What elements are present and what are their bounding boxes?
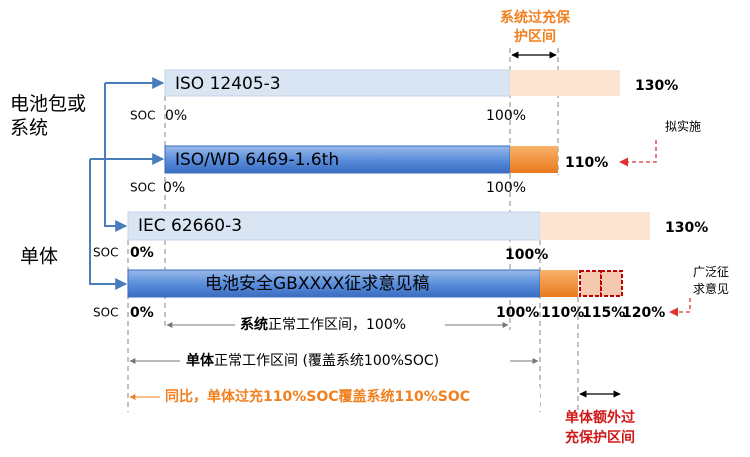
text-part: 正常工作区间 (覆盖系统100%SOC) <box>214 353 439 369</box>
bar-normal <box>127 211 541 241</box>
soc-tick: 115% <box>582 305 625 321</box>
connectors <box>89 77 165 290</box>
text-part: 单体 <box>186 352 215 369</box>
soc-label: SOC <box>130 109 155 123</box>
bar-name: ISO/WD 6469-1.6th <box>175 150 339 170</box>
soc-tick: 120% <box>622 305 665 321</box>
note-arrow <box>619 140 657 167</box>
soc-tick: 0% <box>130 305 154 321</box>
bottom-label: 单体额外过充保护区间 <box>565 409 635 446</box>
text-part: 系统 <box>240 316 268 333</box>
group-label: 单体 <box>20 246 58 268</box>
bar-extra <box>600 270 623 297</box>
soc-label: SOC <box>93 306 118 320</box>
label-bg <box>160 387 540 407</box>
top-label: 系统过充保护区间 <box>500 9 571 45</box>
soc-label: SOC <box>130 181 155 195</box>
soc-tick: 0% <box>165 108 187 124</box>
bar-end: 110% <box>565 155 608 171</box>
text-part: 充保护区间 <box>565 429 635 446</box>
bar-over <box>540 270 578 297</box>
bar-over <box>510 146 558 173</box>
bar-over <box>510 70 620 96</box>
text-part: 正常工作区间，100% <box>268 317 406 333</box>
text-part: 护区间 <box>514 28 556 45</box>
soc-tick: 0% <box>130 245 154 261</box>
bar-normal <box>164 145 511 174</box>
soc-tick: 100% <box>505 247 548 263</box>
soc-tick: 100% <box>496 305 539 321</box>
label-bg <box>180 351 510 371</box>
range-label: 系统正常工作区间，100% <box>240 316 406 333</box>
bar-end: 130% <box>665 220 708 236</box>
soc-label: SOC <box>93 246 118 260</box>
bar-name: ISO 12405-3 <box>175 74 281 94</box>
bar-name: 电池安全GBXXXX征求意见稿 <box>205 274 429 294</box>
bar-over <box>540 212 650 240</box>
soc-tick: 100% <box>486 180 526 196</box>
text-part: 电池包或 <box>10 93 86 115</box>
soc-tick: 0% <box>163 180 185 196</box>
note-arrow <box>669 298 691 317</box>
bar-extra <box>579 270 602 297</box>
text-part: 单体额外过 <box>565 409 635 426</box>
bar-end: 130% <box>635 78 678 94</box>
soc-tick: 110% <box>541 305 584 321</box>
text-part: 求意见 <box>693 281 729 296</box>
text-part: 系统过充保 <box>500 9 571 26</box>
text-part: 广泛征 <box>693 265 729 279</box>
group-label: 电池包或系统 <box>10 93 86 139</box>
bar-normal <box>127 269 541 298</box>
range-label: 同比，单体过充110%SOC覆盖系统110%SOC <box>165 388 470 405</box>
bar-name: IEC 62660-3 <box>138 216 242 236</box>
label-bg <box>235 315 445 335</box>
note: 广泛征求意见 <box>693 265 729 296</box>
soc-tick: 100% <box>486 108 526 124</box>
text-part: 系统 <box>10 117 48 139</box>
range-label: 单体正常工作区间 (覆盖系统100%SOC) <box>186 352 439 369</box>
note: 拟实施 <box>665 119 701 134</box>
